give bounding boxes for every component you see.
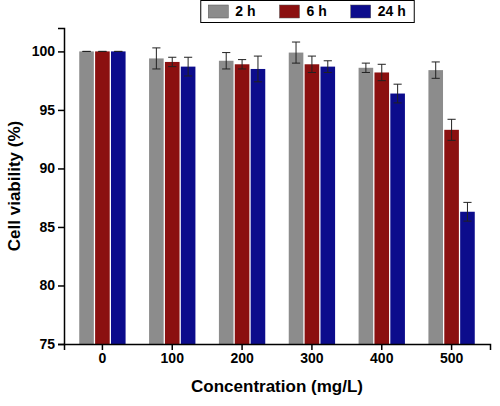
legend-item: 2 h xyxy=(208,3,255,19)
tick-label: 200 xyxy=(230,350,254,366)
tick: 90 xyxy=(39,160,64,176)
error-bar xyxy=(184,57,192,76)
legend-label: 6 h xyxy=(306,3,326,19)
legend-item: 24 h xyxy=(351,3,406,19)
bar xyxy=(111,51,126,344)
bar xyxy=(444,130,459,344)
bar xyxy=(320,67,335,344)
error-bar xyxy=(463,202,471,221)
tick-mark xyxy=(58,285,64,287)
error-bar xyxy=(82,51,90,52)
error-bar xyxy=(432,62,440,78)
error-bar xyxy=(308,56,316,72)
tick-mark xyxy=(58,344,64,346)
series-bars xyxy=(79,42,443,344)
legend-swatch xyxy=(279,5,299,18)
y-axis: 75 80 85 90 95 100 xyxy=(32,29,65,352)
tick-label: 85 xyxy=(39,219,55,235)
error-bar xyxy=(238,60,246,69)
tick: 200 xyxy=(230,344,254,366)
error-bar xyxy=(362,63,370,72)
x-axis: 0 100 200 300 400 500 xyxy=(65,344,491,366)
error-bar xyxy=(98,51,106,52)
error-bar xyxy=(152,48,160,69)
plot-area: 75 80 85 90 95 100 0 100 200 300 400 500 xyxy=(32,29,491,366)
bar xyxy=(289,53,304,344)
legend-label: 24 h xyxy=(378,3,406,19)
tick: 400 xyxy=(370,344,394,366)
error-bar xyxy=(378,64,386,80)
error-bar xyxy=(114,51,122,52)
tick-label: 500 xyxy=(440,350,464,366)
bar xyxy=(79,51,94,344)
bar xyxy=(181,67,196,344)
bar xyxy=(95,51,110,344)
tick: 95 xyxy=(39,102,64,118)
tick-label: 0 xyxy=(99,350,107,366)
tick-mark xyxy=(58,168,64,170)
bar xyxy=(428,70,443,344)
legend-label: 2 h xyxy=(235,3,255,19)
error-bar xyxy=(222,53,230,69)
bar xyxy=(460,212,475,344)
legend: 2 h 6 h 24 h xyxy=(201,1,414,23)
error-bar xyxy=(254,56,262,82)
bar xyxy=(165,62,180,344)
tick: 75 xyxy=(39,336,64,352)
chart: 75 80 85 90 95 100 0 100 200 300 400 500 Concentrati… xyxy=(0,0,500,406)
bar xyxy=(359,68,374,344)
tick-label: 95 xyxy=(39,102,55,118)
legend-box xyxy=(201,1,414,23)
tick-mark xyxy=(58,110,64,112)
tick: 100 xyxy=(32,43,64,59)
x-axis-title: Concentration (mg/L) xyxy=(191,377,363,396)
y-axis-title: Cell viability (%) xyxy=(5,121,24,251)
bars xyxy=(79,42,475,344)
tick: 80 xyxy=(39,277,64,293)
tick: 0 xyxy=(99,344,107,366)
tick-mark xyxy=(58,51,64,53)
error-bar xyxy=(168,57,176,66)
tick-label: 100 xyxy=(161,350,185,366)
bar xyxy=(149,58,164,344)
tick-label: 90 xyxy=(39,160,55,176)
error-bar xyxy=(394,84,402,103)
series-bars xyxy=(95,51,459,344)
tick-label: 300 xyxy=(300,350,324,366)
tick-mark xyxy=(58,227,64,229)
bar xyxy=(235,64,250,344)
tick: 300 xyxy=(300,344,324,366)
tick-label: 100 xyxy=(32,43,56,59)
bar xyxy=(305,64,320,344)
series-bars xyxy=(111,51,475,344)
legend-swatch xyxy=(208,5,228,18)
error-bar xyxy=(292,42,300,63)
tick: 85 xyxy=(39,219,64,235)
tick: 100 xyxy=(161,344,185,366)
bar xyxy=(390,94,405,344)
legend-item: 6 h xyxy=(279,3,326,19)
legend-swatch xyxy=(351,5,371,18)
tick-label: 80 xyxy=(39,277,55,293)
error-bar xyxy=(324,61,332,73)
bar xyxy=(251,69,266,344)
axis-line xyxy=(65,345,491,351)
tick-label: 75 xyxy=(39,336,55,352)
bar xyxy=(219,61,234,344)
tick-label: 400 xyxy=(370,350,394,366)
tick: 500 xyxy=(440,344,464,366)
bar xyxy=(374,72,389,344)
error-bar xyxy=(448,119,456,140)
axis-line xyxy=(58,29,65,345)
